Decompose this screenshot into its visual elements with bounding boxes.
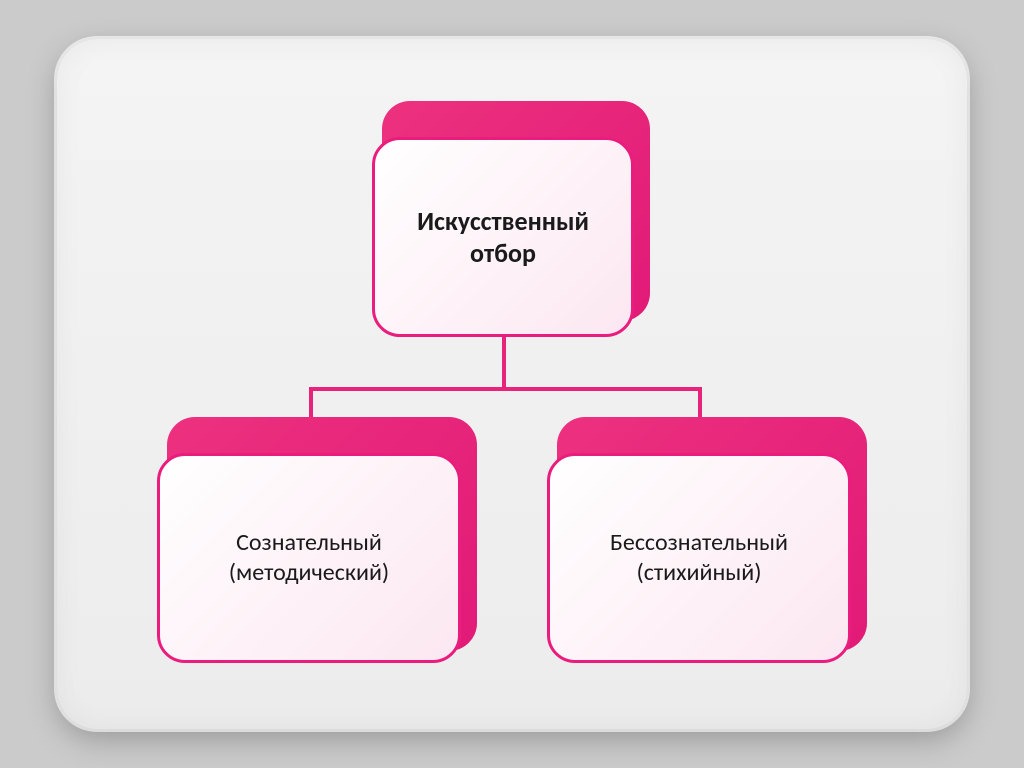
tree-child-node: Бессознательный (стихийный) [547,417,857,687]
diagram-canvas: Искусственный отбор Сознательный (методи… [57,39,967,729]
node-front-shape: Сознательный (методический) [157,453,461,663]
slide-frame: Искусственный отбор Сознательный (методи… [57,39,967,729]
node-front-shape: Искусственный отбор [372,137,634,337]
connector-horizontal [309,387,702,391]
connector-drop-right [698,387,702,421]
node-front-shape: Бессознательный (стихийный) [547,453,851,663]
tree-child-node: Сознательный (методический) [157,417,467,687]
tree-child-label: Бессознательный (стихийный) [562,528,836,588]
tree-root-label: Искусственный отбор [387,205,619,270]
tree-child-label: Сознательный (методический) [172,528,446,588]
tree-root-node: Искусственный отбор [372,101,640,357]
connector-drop-left [309,387,313,421]
